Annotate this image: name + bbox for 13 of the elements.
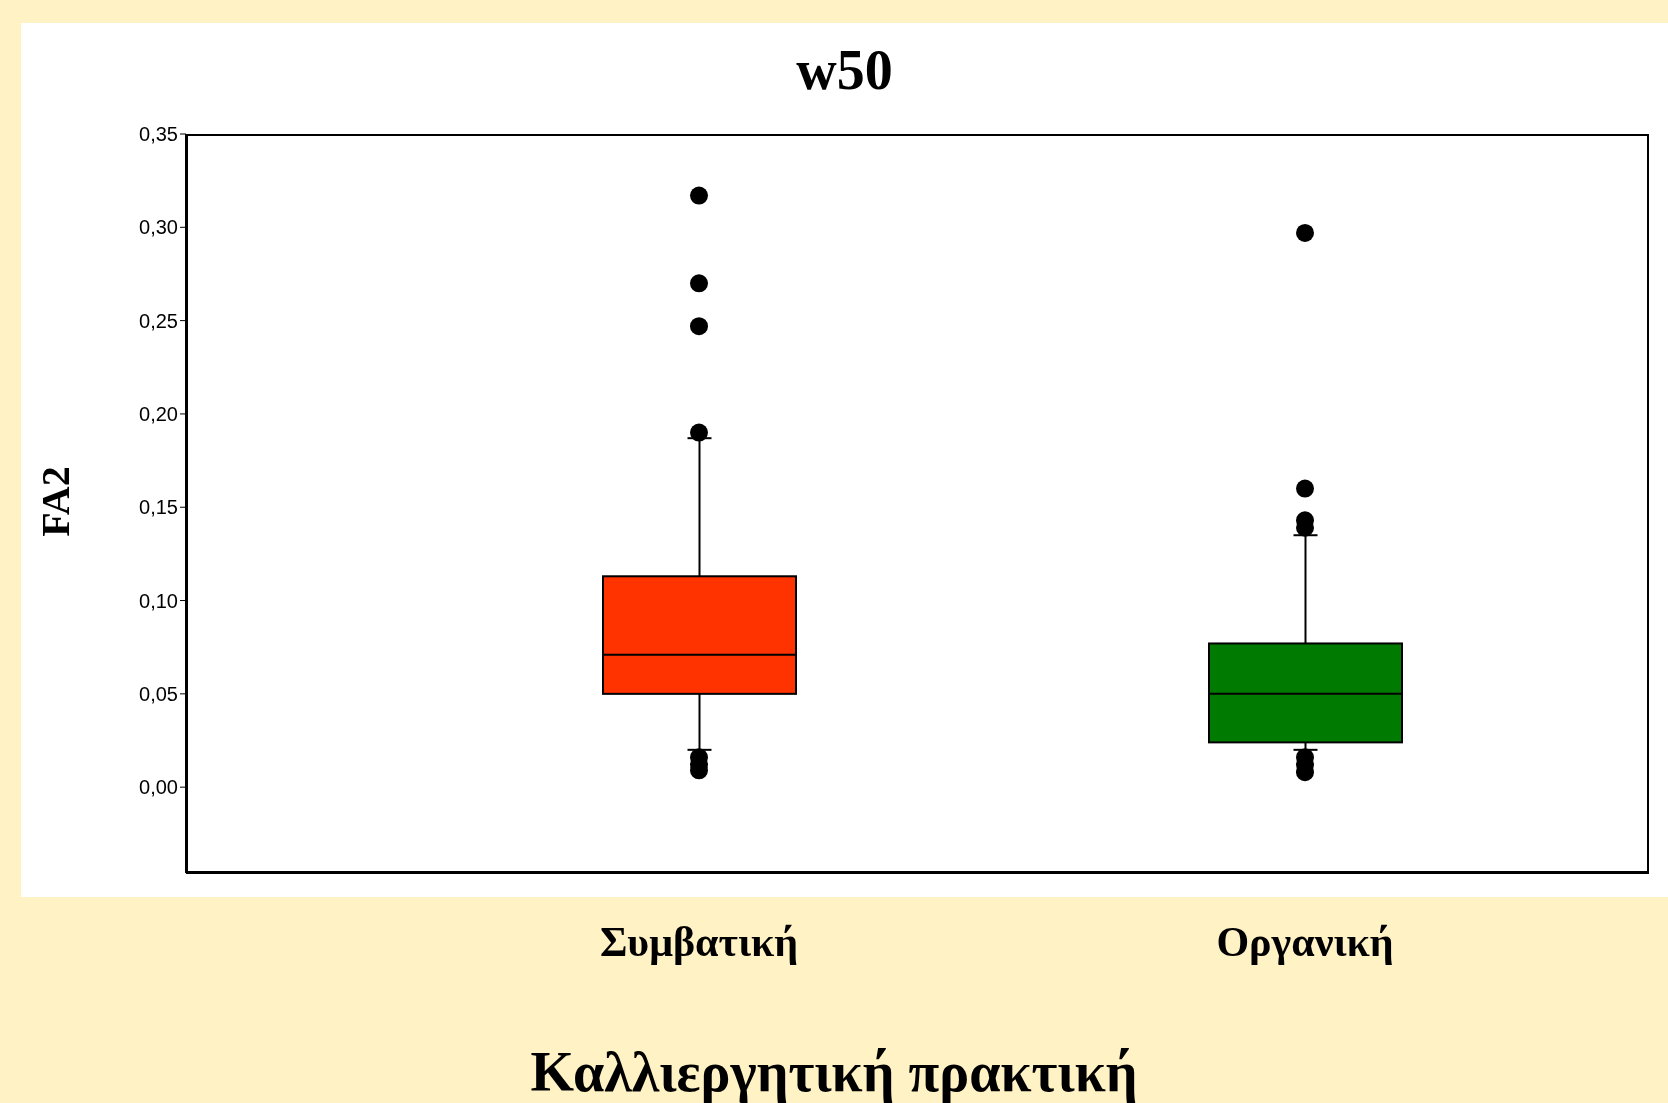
y-tick-label: 0,15 [139, 496, 178, 519]
y-tick-label: 0,30 [139, 216, 178, 239]
chart-title: w50 [795, 38, 894, 102]
x-tick-label: Συμβατική [599, 919, 799, 965]
y-tick-label: 0,05 [139, 682, 178, 705]
x-tick-label: Οργανική [1216, 919, 1394, 965]
y-tick-label: 0,00 [139, 776, 178, 799]
x-axis-title: Καλλιεργητική πρακτική [529, 1040, 1139, 1103]
y-tick-label: 0,35 [139, 123, 178, 146]
y-tick-label: 0,10 [139, 589, 178, 612]
y-tick-label: 0,20 [139, 403, 178, 426]
y-axis-title: FA2 [31, 466, 79, 537]
y-tick-label: 0,25 [139, 309, 178, 332]
